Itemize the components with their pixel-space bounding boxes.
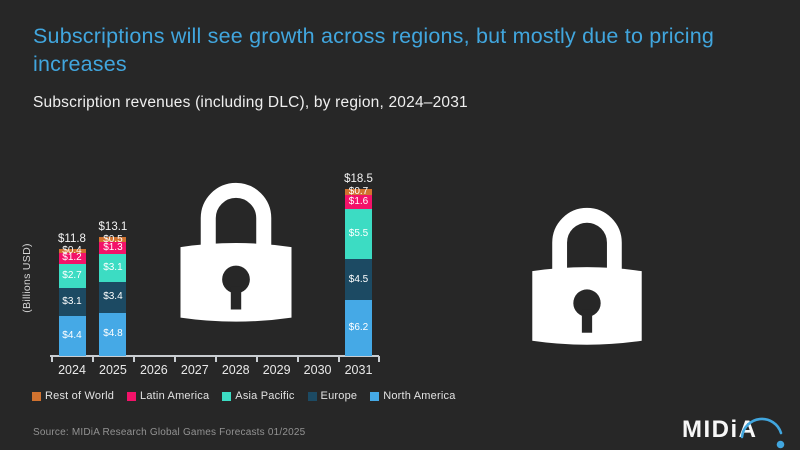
legend-label: Rest of World xyxy=(45,390,115,402)
x-axis-tick xyxy=(337,356,340,362)
x-axis-tick xyxy=(91,356,94,362)
bar-segment: $2.7 xyxy=(58,263,86,289)
bar-segment: $1.2 xyxy=(58,252,86,264)
source-note: Source: MIDiA Research Global Games Fore… xyxy=(33,427,306,438)
bar-segment: $0.7 xyxy=(345,185,372,197)
bar-segment: $3.1 xyxy=(58,288,86,317)
legend-swatch xyxy=(32,391,41,401)
midia-logo: MIDiA xyxy=(682,407,792,449)
x-axis-tick-label: 2027 xyxy=(180,363,209,377)
bar-segment-value: $3.4 xyxy=(103,291,123,303)
bar-segment-value: $4.4 xyxy=(62,330,82,342)
legend-item: Rest of World xyxy=(32,390,114,402)
bar-segment: $1.6 xyxy=(345,194,372,210)
bar-total-label: $11.8 xyxy=(58,233,86,246)
legend-item: Europe xyxy=(307,390,358,402)
lock-icon xyxy=(532,207,642,345)
bar-total-label: $13.1 xyxy=(98,221,128,234)
legend-item: North America xyxy=(370,390,455,402)
x-axis-tick xyxy=(378,356,381,362)
legend-label: Latin America xyxy=(140,390,210,402)
x-axis-tick-label: 2030 xyxy=(303,363,332,377)
x-axis-tick-label: 2025 xyxy=(99,363,127,377)
legend-item: Latin America xyxy=(127,390,209,402)
bar-segment: $0.4 xyxy=(58,245,86,257)
bar-segment: $4.5 xyxy=(345,259,372,300)
page-title: Subscriptions will see growth across reg… xyxy=(33,24,715,76)
legend-swatch xyxy=(222,391,232,401)
bar-segment-value: $1.3 xyxy=(103,241,123,253)
bar-segment-value: $4.8 xyxy=(103,328,123,340)
bar-segment: $4.4 xyxy=(58,316,86,356)
bar-segment-value: $0.4 xyxy=(62,245,82,257)
bar-segment-value: $2.7 xyxy=(62,269,82,281)
x-axis-line xyxy=(50,355,379,357)
x-axis-tick xyxy=(214,356,217,362)
x-axis-tick-label: 2029 xyxy=(262,363,291,377)
x-axis-tick-label: 2024 xyxy=(58,363,86,377)
bar-segment: $3.4 xyxy=(99,281,127,313)
bar-total-label: $18.5 xyxy=(344,172,373,185)
bar-segment: $6.2 xyxy=(345,299,372,356)
legend-swatch xyxy=(370,391,380,401)
bar-segment: $5.5 xyxy=(345,209,372,260)
bar-segment-value: $1.2 xyxy=(62,252,82,264)
legend-swatch xyxy=(127,391,137,401)
x-axis-tick xyxy=(173,356,176,362)
legend-label: Europe xyxy=(320,390,358,402)
bar-segment: $4.8 xyxy=(99,312,127,356)
x-axis-tick xyxy=(255,356,258,362)
bar-segment-value: $5.5 xyxy=(348,228,369,240)
midia-logo-arc-icon xyxy=(740,417,785,449)
bar-segment: $1.3 xyxy=(99,241,127,254)
legend-label: Asia Pacific xyxy=(235,390,295,402)
legend-swatch xyxy=(307,391,317,401)
bar-segment-value: $3.1 xyxy=(103,261,123,273)
x-axis-tick xyxy=(132,356,135,362)
chart-subtitle: Subscription revenues (including DLC), b… xyxy=(33,94,468,111)
bar-segment-value: $0.5 xyxy=(103,233,123,245)
x-axis-tick-label: 2028 xyxy=(221,363,250,377)
x-axis-tick xyxy=(296,356,299,362)
legend-item: Asia Pacific xyxy=(222,390,294,402)
bar-segment-value: $1.6 xyxy=(348,196,369,208)
bar-segment-value: $3.1 xyxy=(62,296,82,308)
bar-segment-value: $6.2 xyxy=(348,321,369,333)
bar-segment-value: $4.5 xyxy=(348,273,369,285)
x-axis-tick-label: 2026 xyxy=(139,363,168,377)
legend-label: North America xyxy=(383,390,456,402)
bar-segment: $0.5 xyxy=(99,233,127,245)
bar-segment-value: $0.7 xyxy=(348,185,369,197)
bar-segment: $3.1 xyxy=(99,253,127,282)
chart-legend: Rest of World Latin America Asia Pacific Eu… xyxy=(32,390,456,402)
x-axis-tick xyxy=(51,356,53,362)
lock-icon xyxy=(180,182,292,322)
y-axis-label: (Billions USD) xyxy=(21,243,33,313)
x-axis-tick-label: 2031 xyxy=(344,363,373,377)
